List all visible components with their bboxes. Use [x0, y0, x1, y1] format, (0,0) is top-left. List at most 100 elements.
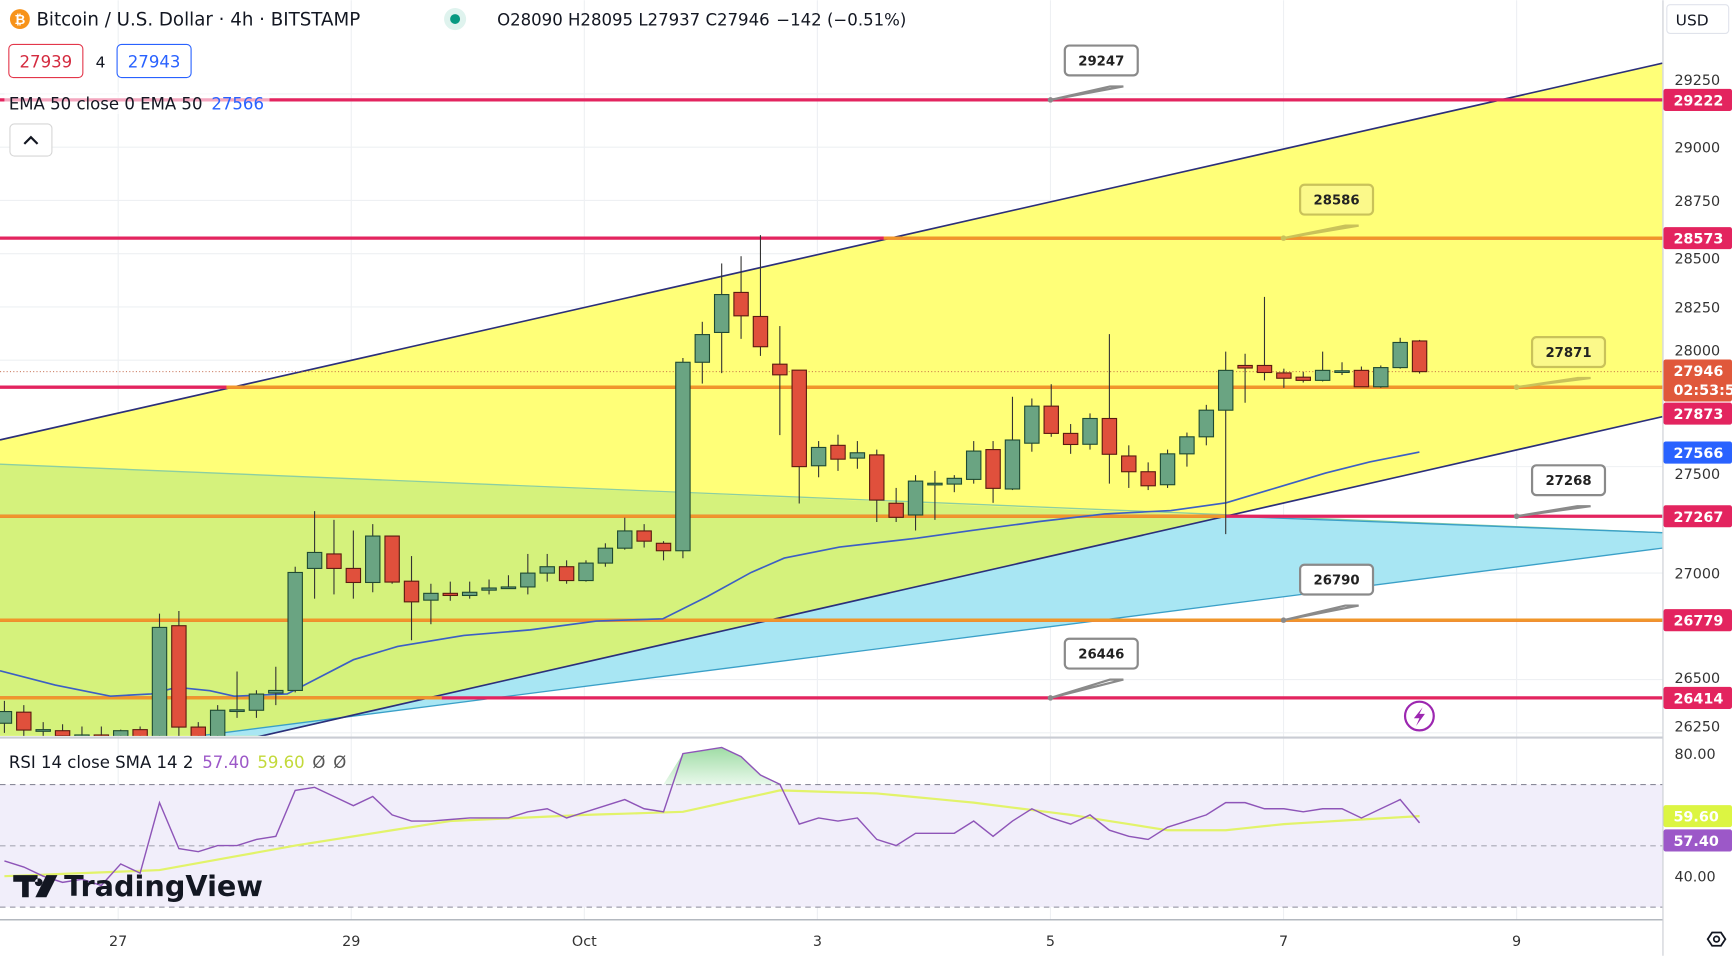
candle: [1353, 366, 1370, 388]
collapse-legend-button[interactable]: [9, 123, 53, 157]
ema-legend-bg: [4, 91, 270, 115]
candle-body-up: [1159, 453, 1176, 486]
candle-body-up: [461, 591, 478, 597]
candle-body-down: [132, 729, 148, 736]
candle: [946, 475, 963, 493]
candle: [1256, 296, 1273, 381]
rsi-legend-sma: 59.60: [257, 753, 304, 772]
callout-label: 28586: [1314, 194, 1360, 209]
rsi-pane[interactable]: RSI 14 close SMA 14 2 57.40 59.60 Ø Ø Tradin…: [0, 746, 1663, 908]
rsi-lines: [4, 746, 1421, 887]
callout-anchor: [1047, 695, 1054, 701]
candle: [558, 560, 575, 584]
candle-body-up: [1082, 417, 1098, 445]
candle: [1198, 404, 1215, 446]
candle-body-up: [35, 729, 51, 732]
settings-button[interactable]: [1706, 931, 1727, 947]
rsi-overbought-fill: [663, 747, 800, 785]
candle-body-up: [907, 480, 924, 516]
rsi-sma-badge: [1663, 805, 1732, 828]
tradingview-logo[interactable]: TradingView: [13, 869, 263, 903]
price-axis[interactable]: 27946 02:53:5 29222 28573 27873 27566 27267 267…: [1662, 0, 1732, 956]
candle: [1062, 424, 1079, 454]
price-badge-28573: [1663, 227, 1732, 250]
candle: [442, 581, 459, 601]
candle: [810, 441, 827, 478]
price-tick-label: 27500: [1675, 467, 1721, 483]
sell-button[interactable]: [8, 43, 84, 79]
time-tick-label: 3: [813, 934, 822, 950]
bitcoin-icon-glyph: ₿: [14, 13, 25, 28]
candle: [112, 729, 129, 736]
candle: [1179, 432, 1195, 467]
price-badge-label: 27873: [1673, 407, 1723, 423]
price-badge-27566: [1663, 441, 1732, 464]
lightning-icon[interactable]: [1403, 700, 1435, 732]
callout-box: [1530, 464, 1607, 497]
candle-body-up: [946, 477, 963, 485]
buy-button[interactable]: [116, 43, 192, 79]
price-badge-26414: [1663, 686, 1732, 709]
candle: [772, 326, 788, 436]
price-badge-26779: [1663, 609, 1732, 632]
time-tick-label: 5: [1046, 934, 1055, 950]
rsi-tick-label: 40.00: [1675, 870, 1716, 886]
candle: [16, 705, 32, 736]
callout-box: [1063, 637, 1139, 670]
rsi-sma-badge-label: 59.60: [1673, 810, 1718, 826]
candle-body-up: [675, 361, 691, 552]
bid-ask[interactable]: 27939 4 27943: [8, 43, 192, 79]
ema-50-line: [0, 451, 1420, 697]
candle-body-down: [869, 454, 885, 501]
candle: [1411, 339, 1428, 374]
candle-body-up: [694, 334, 711, 363]
rsi-legend[interactable]: RSI 14 close SMA 14 2 57.40 59.60 Ø Ø: [9, 753, 346, 772]
candle: [830, 434, 846, 471]
candles: [0, 235, 1428, 736]
rsi-legend-extra2: Ø: [333, 753, 346, 772]
candle-body-up: [1314, 369, 1331, 381]
main-pane[interactable]: 29247 28586 27871 27268 26790 26446: [0, 44, 1663, 796]
candle: [1295, 371, 1311, 383]
candle-body-down: [1353, 369, 1370, 388]
price-badge-label: 28573: [1673, 232, 1723, 248]
candle-body-down: [1121, 455, 1137, 473]
candle: [481, 579, 497, 595]
candle-body-up: [597, 547, 614, 564]
time-axis[interactable]: 27 29 Oct 3 5 7 9: [0, 919, 1663, 950]
ema-legend-value: 27566: [211, 95, 264, 114]
candle: [849, 441, 866, 469]
callout-anchor: [1280, 235, 1287, 241]
candle: [985, 441, 1001, 503]
candle: [1121, 445, 1137, 488]
candle: [888, 487, 904, 522]
currency-selector[interactable]: USD: [1666, 4, 1730, 34]
time-tick-label: 27: [109, 934, 127, 950]
candle-body-up: [539, 566, 555, 574]
candle-body-down: [558, 566, 575, 582]
chevron-up-icon: [23, 135, 39, 145]
price-tick-label: 28000: [1675, 344, 1721, 360]
candle: [306, 511, 323, 599]
callout-pointer: [1516, 505, 1591, 518]
candle-body-up: [423, 592, 439, 601]
candle: [384, 535, 400, 584]
ema-legend[interactable]: EMA 50 close 0 EMA 50 27566: [4, 91, 270, 115]
rsi-legend-label: RSI 14 close SMA 14 2: [9, 753, 194, 772]
callout-26446: 26446: [1047, 637, 1139, 701]
wedge-bottom-line: [198, 547, 1663, 736]
candle: [132, 726, 148, 736]
callout-pointer: [1050, 678, 1124, 699]
rsi-sma-line: [4, 789, 1420, 878]
symbol-legend[interactable]: ₿ Bitcoin / U.S. Dollar · 4h · BITSTAMP …: [9, 7, 906, 31]
candle-body-down: [442, 592, 459, 597]
candle: [752, 235, 769, 356]
ohlc-values: O28090 H28095 L27937 C27946 −142 (−0.51%): [497, 11, 906, 30]
candle: [54, 724, 71, 736]
channel-upper-line: [0, 62, 1663, 441]
candle-body-down: [384, 535, 400, 583]
price-badge-29222: [1663, 88, 1732, 111]
candle-body-down: [772, 363, 788, 376]
candle: [74, 726, 90, 736]
